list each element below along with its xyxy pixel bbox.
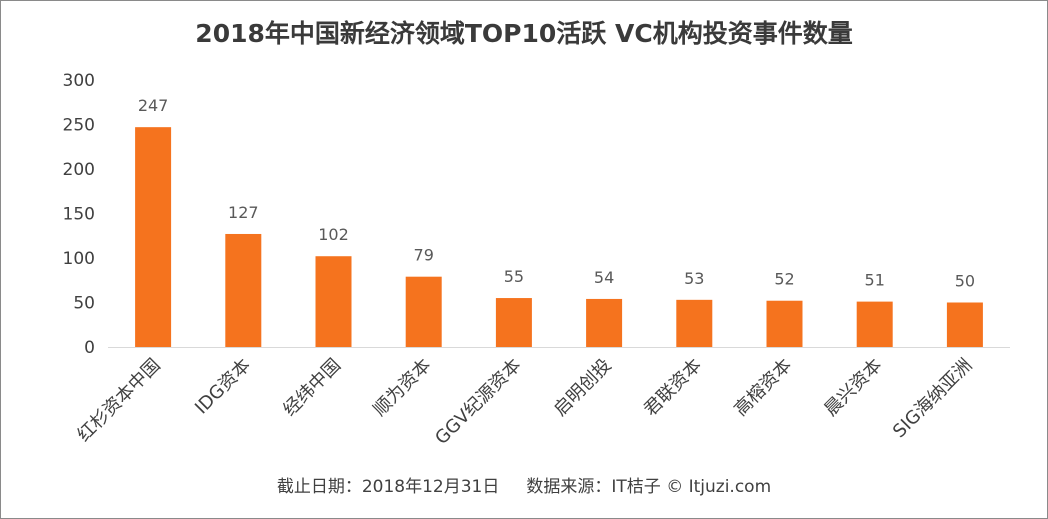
x-tick-label: 高榕资本 — [730, 355, 796, 421]
y-tick-label: 250 — [63, 116, 95, 136]
bars — [135, 127, 983, 347]
chart-title: 2018年中国新经济领域TOP10活跃 VC机构投资事件数量 — [195, 19, 853, 48]
source-note: 截止日期：2018年12月31日 数据来源：IT桔子 © Itjuzi.com — [276, 477, 772, 497]
x-tick-label: IDG资本 — [191, 355, 255, 419]
data-label: 53 — [684, 269, 704, 288]
data-label: 50 — [955, 272, 975, 291]
y-tick-label: 0 — [84, 338, 95, 358]
bar — [225, 233, 262, 347]
data-label: 54 — [594, 268, 614, 287]
data-label: 79 — [414, 246, 434, 265]
bar — [946, 302, 983, 347]
bar — [495, 298, 532, 347]
x-tick-label: 红杉资本中国 — [73, 355, 164, 446]
data-label: 127 — [228, 203, 259, 222]
x-tick-label: 晨兴资本 — [820, 355, 886, 421]
data-label: 52 — [774, 270, 794, 289]
y-tick-label: 200 — [63, 160, 95, 180]
y-tick-label: 100 — [63, 249, 95, 269]
x-tick-label: 经纬中国 — [279, 355, 345, 421]
y-tick-label: 150 — [63, 205, 95, 225]
y-tick-label: 300 — [63, 71, 95, 91]
data-label: 51 — [865, 271, 885, 290]
x-tick-label: 启明创投 — [550, 355, 616, 421]
data-label: 55 — [504, 267, 524, 286]
bar — [856, 301, 893, 347]
x-tick-label: 顺为资本 — [369, 355, 435, 421]
bar — [135, 127, 172, 347]
data-labels: 247 127 102 79 55 54 53 52 51 50 — [138, 96, 975, 290]
y-axis-labels: 0 50 100 150 200 250 300 — [63, 71, 95, 358]
x-tick-label: 君联资本 — [640, 355, 706, 421]
bar — [405, 276, 442, 347]
y-tick-label: 50 — [73, 294, 95, 314]
data-label: 247 — [138, 96, 169, 115]
bar — [766, 300, 803, 347]
x-tick-label: GGV纪源资本 — [431, 355, 525, 449]
bar — [315, 256, 352, 347]
bar — [676, 299, 713, 347]
bar — [586, 298, 623, 347]
x-tick-label: SIG海纳亚洲 — [889, 355, 976, 442]
data-label: 102 — [318, 225, 349, 244]
